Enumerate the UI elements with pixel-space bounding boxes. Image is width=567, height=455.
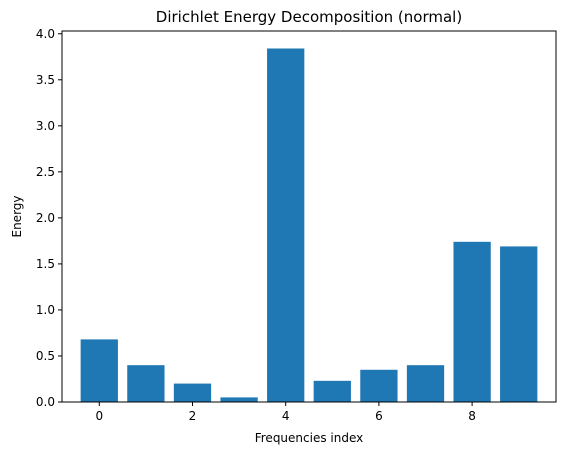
y-axis-label: Energy xyxy=(10,195,24,237)
y-tick-label: 0.5 xyxy=(36,349,55,363)
bar-4 xyxy=(267,48,305,403)
y-tick-label: 3.0 xyxy=(36,119,55,133)
x-ticks-group: 0 2 4 6 8 xyxy=(95,402,476,423)
y-tick-label: 1.5 xyxy=(36,257,55,271)
y-tick-label: 0.0 xyxy=(36,395,55,409)
bar-9 xyxy=(500,246,538,402)
x-tick-label: 2 xyxy=(189,409,197,423)
bar-6 xyxy=(360,369,398,402)
y-tick-label: 2.0 xyxy=(36,211,55,225)
bar-0 xyxy=(80,339,118,402)
x-tick-label: 0 xyxy=(95,409,103,423)
bar-7 xyxy=(406,365,445,402)
bar-8 xyxy=(453,241,491,402)
y-tick-label: 1.0 xyxy=(36,303,55,317)
bar-1 xyxy=(127,365,165,402)
y-tick-label: 2.5 xyxy=(36,165,55,179)
x-tick-label: 4 xyxy=(282,409,290,423)
plot-frame xyxy=(61,30,557,403)
bar-5 xyxy=(313,380,351,402)
x-axis-label: Frequencies index xyxy=(255,431,364,445)
bar-2 xyxy=(173,383,212,402)
y-ticks-group: 0.0 0.5 1.0 1.5 2.0 2.5 3.0 3.5 4.0 xyxy=(36,27,62,409)
x-tick-label: 6 xyxy=(375,409,383,423)
y-tick-label: 3.5 xyxy=(36,73,55,87)
chart-title: Dirichlet Energy Decomposition (normal) xyxy=(156,8,462,26)
x-tick-label: 8 xyxy=(468,409,476,423)
y-tick-label: 4.0 xyxy=(36,27,55,41)
bars-group xyxy=(80,48,538,403)
bar-3 xyxy=(220,397,258,402)
